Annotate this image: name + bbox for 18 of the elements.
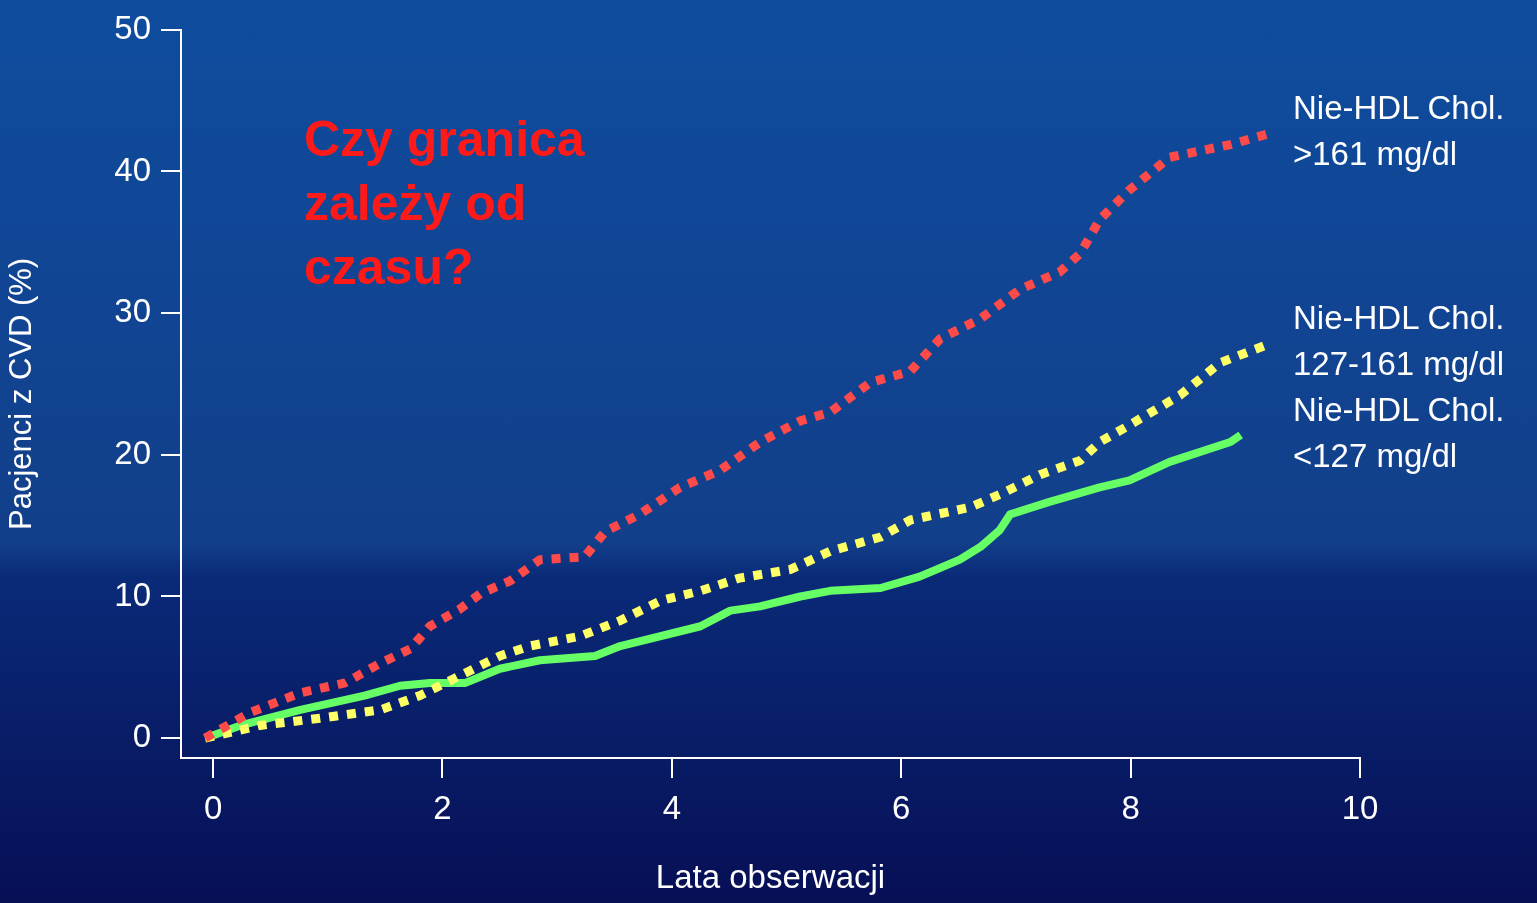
series-label: Nie-HDL Chol. 127-161 mg/dl [1293,298,1505,382]
x-tick-label: 2 [433,788,452,826]
y-tick-label: 10 [114,575,151,613]
annotation: Czy granica zależy od czasu? [304,110,586,295]
y-tick-label: 20 [114,433,151,471]
x-tick-label: 10 [1341,788,1379,826]
x-tick-label: 4 [662,788,682,826]
series-label: Nie-HDL Chol. <127 mg/dl [1293,391,1505,475]
series-label: Nie-HDL Chol. >161 mg/dl [1293,89,1505,173]
x-tick-label: 6 [892,788,911,826]
x-axis-title: Lata obserwacji [655,858,886,896]
x-tick-label: 8 [1121,788,1140,826]
y-tick-label: 30 [114,292,151,330]
y-axis-title: Pacjenci z CVD (%) [3,257,39,530]
x-tick-label: 0 [203,788,223,826]
y-tick-label: 40 [114,150,151,188]
y-tick-label: 50 [114,8,151,46]
y-tick-label: 0 [132,717,151,755]
